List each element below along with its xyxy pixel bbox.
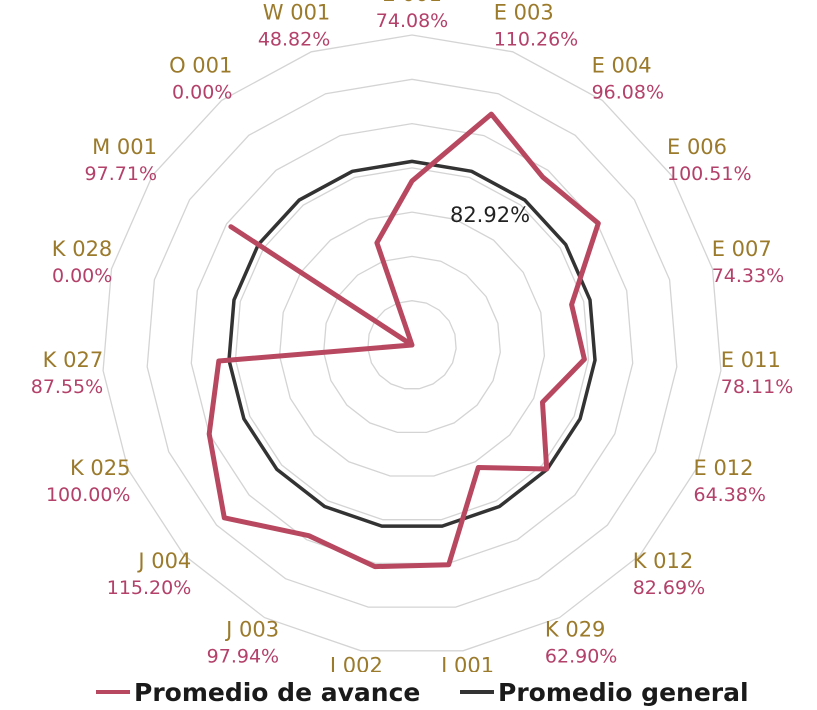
axis-label-e-006: E 006 <box>667 135 727 159</box>
axis-label-o-001: O 001 <box>169 53 232 77</box>
radar-series <box>206 111 601 570</box>
axis-label-e-003: E 003 <box>494 0 554 24</box>
value-label-e-007: 74.33% <box>712 265 784 287</box>
axis-label-m-001: M 001 <box>92 135 157 159</box>
radar-labels: E 001 74.08% E 003 110.26% E 004 96.08% E 006 1… <box>31 0 794 672</box>
legend-label-avance: Promedio de avance <box>134 678 421 707</box>
axis-label-w-001: W 001 <box>263 0 331 24</box>
axis-label-e-011: E 011 <box>721 348 781 372</box>
legend-item-avance: Promedio de avance <box>96 678 420 707</box>
axis-label-j-003: J 003 <box>224 617 279 641</box>
axis-label-e-007: E 007 <box>712 237 772 261</box>
axis-label-e-004: E 004 <box>592 53 652 77</box>
value-label-e-001: 74.08% <box>376 10 448 32</box>
legend: Promedio de avance Promedio general <box>0 672 817 710</box>
value-label-e-003: 110.26% <box>494 28 579 50</box>
value-label-o-001: 0.00% <box>172 81 232 103</box>
axis-label-k-025: K 025 <box>70 456 131 480</box>
legend-item-general: Promedio general <box>460 678 749 707</box>
axis-label-j-001: J 001 <box>439 653 494 672</box>
value-label-m-001: 97.71% <box>85 163 157 185</box>
axis-label-j-002: J 002 <box>328 653 383 672</box>
value-label-k-025: 100.00% <box>46 484 131 506</box>
grid-ring-120 <box>146 78 678 608</box>
value-label-e-012: 64.38% <box>694 484 766 506</box>
general-average-label: 82.92% <box>450 203 530 227</box>
legend-swatch-general <box>460 690 494 694</box>
value-label-e-011: 78.11% <box>721 376 793 398</box>
grid-ring-140 <box>102 34 722 652</box>
axis-label-j-004: J 004 <box>136 549 191 573</box>
series-promedio-de-avance <box>206 111 601 570</box>
value-label-k-028: 0.00% <box>52 265 112 287</box>
radar-chart: E 001 74.08% E 003 110.26% E 004 96.08% E 006 1… <box>31 0 794 672</box>
axis-label-k-028: K 028 <box>52 237 113 261</box>
axis-label-k-012: K 012 <box>633 549 694 573</box>
grid-ring-40 <box>323 255 501 434</box>
axis-label-e-012: E 012 <box>694 456 754 480</box>
axis-label-e-001: E 001 <box>382 0 442 6</box>
grid-ring-80 <box>234 167 590 521</box>
series-promedio-general <box>227 159 597 528</box>
axis-label-k-027: K 027 <box>43 348 104 372</box>
value-label-e-004: 96.08% <box>592 81 664 103</box>
value-label-j-003: 97.94% <box>207 645 279 667</box>
value-label-j-004: 115.20% <box>107 577 192 599</box>
grid-ring-60 <box>278 211 546 477</box>
axis-label-k-029: K 029 <box>545 617 606 641</box>
value-label-w-001: 48.82% <box>258 28 330 50</box>
value-label-k-029: 62.90% <box>545 645 617 667</box>
value-label-k-012: 82.69% <box>633 577 705 599</box>
legend-swatch-avance <box>96 690 130 694</box>
legend-label-general: Promedio general <box>498 678 749 707</box>
value-label-e-006: 100.51% <box>667 163 752 185</box>
value-label-k-027: 87.55% <box>31 376 103 398</box>
